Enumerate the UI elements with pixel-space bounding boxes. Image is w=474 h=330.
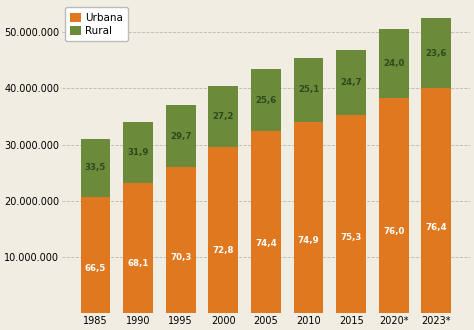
Bar — [251, 69, 281, 131]
Bar — [209, 85, 238, 148]
Text: 31,9: 31,9 — [128, 148, 149, 157]
Text: 74,9: 74,9 — [298, 236, 319, 245]
Bar — [123, 122, 153, 183]
Bar — [379, 97, 409, 313]
Bar — [336, 115, 366, 313]
Text: 24,7: 24,7 — [340, 78, 362, 87]
Text: 70,3: 70,3 — [170, 253, 191, 262]
Bar — [81, 197, 110, 313]
Text: 68,1: 68,1 — [128, 259, 149, 268]
Text: 66,5: 66,5 — [85, 264, 106, 274]
Text: 27,2: 27,2 — [213, 112, 234, 121]
Bar — [294, 122, 323, 313]
Text: 24,0: 24,0 — [383, 59, 404, 68]
Bar — [294, 57, 323, 122]
Bar — [379, 29, 409, 97]
Text: 25,1: 25,1 — [298, 85, 319, 94]
Text: 23,6: 23,6 — [426, 49, 447, 57]
Text: 75,3: 75,3 — [340, 233, 362, 242]
Bar — [421, 88, 451, 313]
Text: 76,4: 76,4 — [426, 223, 447, 232]
Bar — [166, 105, 196, 167]
Bar — [166, 167, 196, 313]
Bar — [336, 50, 366, 115]
Text: 72,8: 72,8 — [213, 246, 234, 255]
Text: 76,0: 76,0 — [383, 227, 404, 236]
Bar — [81, 139, 110, 197]
Bar — [123, 183, 153, 313]
Bar — [421, 18, 451, 88]
Text: 25,6: 25,6 — [255, 95, 276, 105]
Text: 33,5: 33,5 — [85, 163, 106, 172]
Text: 29,7: 29,7 — [170, 132, 191, 141]
Text: 74,4: 74,4 — [255, 240, 277, 248]
Bar — [251, 131, 281, 313]
Legend: Urbana, Rural: Urbana, Rural — [65, 7, 128, 41]
Bar — [209, 148, 238, 313]
